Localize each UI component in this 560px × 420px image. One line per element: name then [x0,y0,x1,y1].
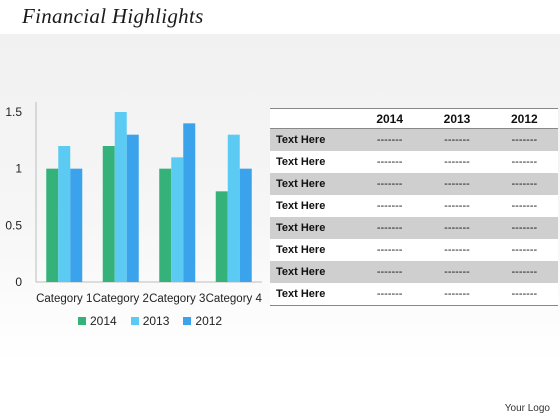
financial-table: 2014 2013 2012 Text Here ------- -------… [270,108,558,306]
x-tick-label: Category 4 [206,293,263,305]
x-tick-label: Category 3 [149,293,205,305]
bar-2012-3 [183,123,196,282]
table-cell: ------- [490,261,558,283]
table-row: Text Here ------- ------- ------- [270,217,558,239]
bar-2014-3 [159,168,172,282]
table-cell: ------- [490,128,558,151]
table-cell: ------- [356,195,424,217]
table-cell: ------- [356,151,424,173]
table-header-row: 2014 2013 2012 [270,108,558,129]
table-header-blank [270,108,356,129]
table-cell: ------- [356,283,424,306]
bar-2013-3 [171,157,184,282]
bar-2013-2 [114,112,127,282]
table-cell: ------- [423,283,491,306]
table-cell: ------- [490,217,558,239]
table-row-label: Text Here [270,151,356,173]
table-cell: ------- [356,128,424,151]
bar-2014-4 [215,191,228,282]
table-cell: ------- [423,151,491,173]
legend-swatch-2014 [78,317,86,325]
table-row: Text Here ------- ------- ------- [270,128,558,151]
table-row: Text Here ------- ------- ------- [270,173,558,195]
legend-swatch-2013 [130,317,139,325]
y-tick-label: 1 [15,162,22,176]
table-row-label: Text Here [270,173,356,195]
bar-2012-4 [239,168,252,282]
legend-item-2013: 2013 [130,314,170,328]
logo-placeholder: Your Logo [504,403,550,414]
table-cell: ------- [490,239,558,261]
table-cell: ------- [490,195,558,217]
table-row: Text Here ------- ------- ------- [270,151,558,173]
table-row-label: Text Here [270,128,356,151]
legend-label-2013: 2013 [142,314,170,328]
table-cell: ------- [423,217,491,239]
y-tick-label: 0 [15,275,22,289]
bar-2012-1 [70,168,83,282]
table-header-2014: 2014 [356,108,424,129]
legend-swatch-2012 [183,317,192,325]
table-row-label: Text Here [270,217,356,239]
bar-2014-1 [46,168,59,282]
table-cell: ------- [356,173,424,195]
x-tick-label: Category 1 [36,293,92,305]
x-tick-label: Category 2 [93,293,149,305]
y-tick-label: 1.5 [5,105,22,119]
table-row-label: Text Here [270,195,356,217]
bar-2013-1 [58,146,71,282]
table-cell: ------- [356,261,424,283]
chart-legend: 2014 2013 2012 [78,314,222,328]
legend-item-2012: 2012 [183,314,222,328]
slide-title: Financial Highlights [22,4,204,28]
table-cell: ------- [490,283,558,306]
table-row: Text Here ------- ------- ------- [270,261,558,283]
table-cell: ------- [490,173,558,195]
table-row-label: Text Here [270,239,356,261]
table-row: Text Here ------- ------- ------- [270,195,558,217]
table-header-2012: 2012 [490,108,558,129]
table-cell: ------- [423,173,491,195]
table-cell: ------- [356,217,424,239]
table-row: Text Here ------- ------- ------- [270,283,558,306]
table-cell: ------- [490,151,558,173]
table-cell: ------- [423,195,491,217]
table-cell: ------- [423,239,491,261]
legend-label-2014: 2014 [90,314,117,328]
bar-2012-2 [126,134,139,282]
bar-chart: 0 0.5 1 1.5 Category 1 Category 2 Category 3 Ca… [5,102,263,305]
legend-item-2014: 2014 [78,314,117,328]
table-row-label: Text Here [270,283,356,306]
table-header-2013: 2013 [423,108,491,129]
table-cell: ------- [423,128,491,151]
legend-label-2012: 2012 [195,314,223,328]
bar-2014-2 [102,146,115,282]
table-row: Text Here ------- ------- ------- [270,239,558,261]
y-tick-label: 0.5 [5,218,22,232]
table-cell: ------- [356,239,424,261]
bar-2013-4 [227,134,240,282]
table-row-label: Text Here [270,261,356,283]
table-cell: ------- [423,261,491,283]
